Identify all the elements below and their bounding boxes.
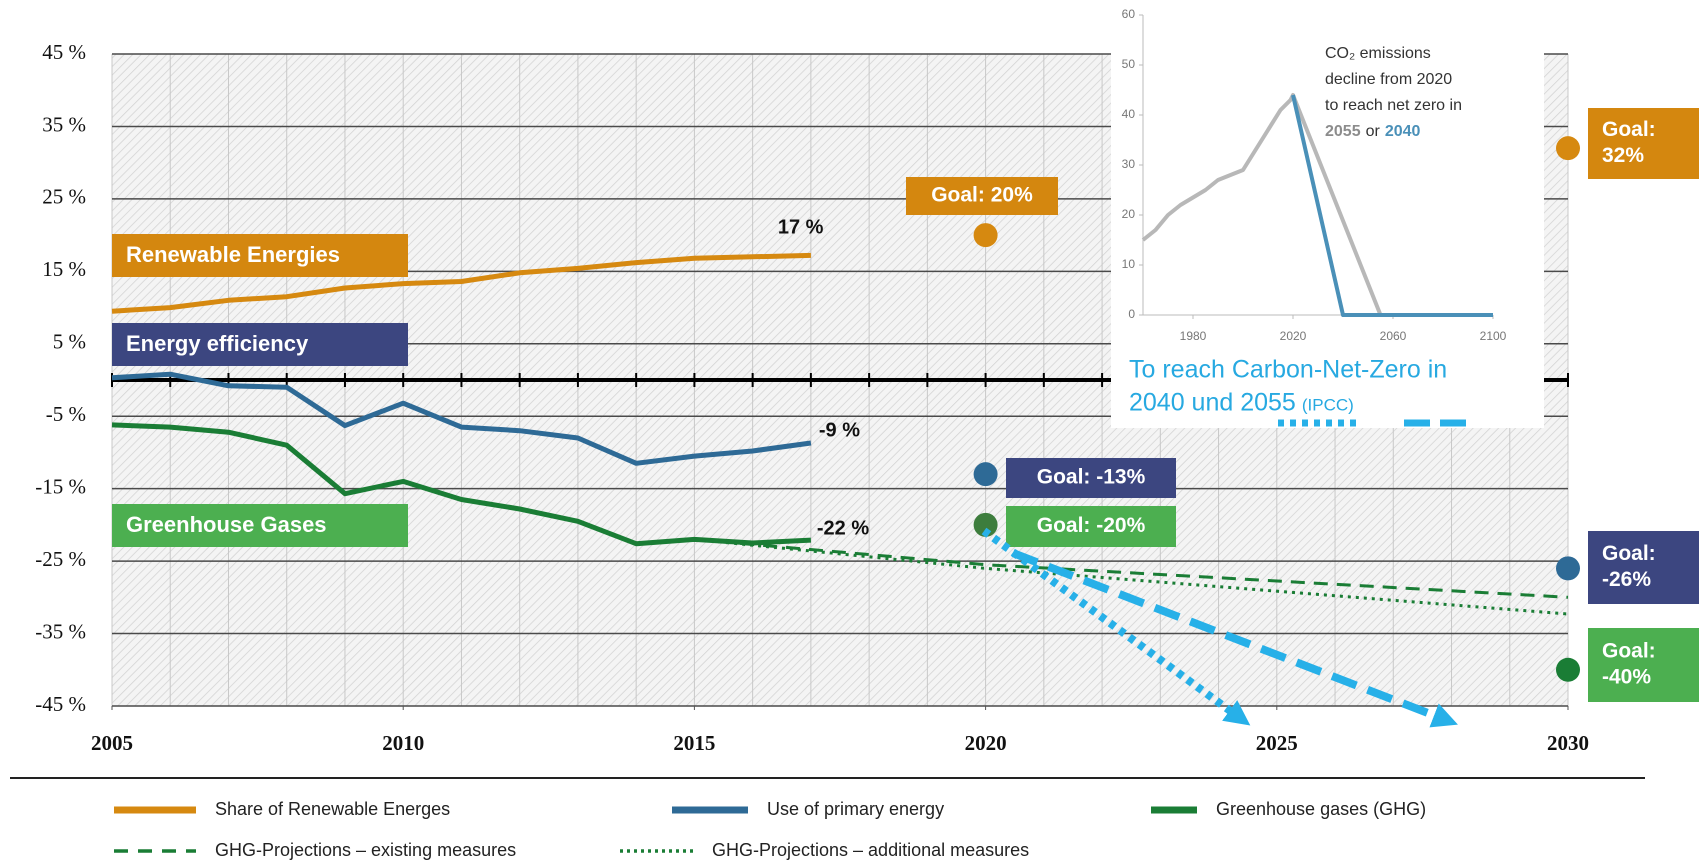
- inset-y-tick-label: 0: [1128, 307, 1135, 321]
- caption: Energy efficiency: [126, 331, 309, 356]
- goal-dot: [1556, 657, 1580, 682]
- goal-label: Goal:: [1602, 118, 1656, 141]
- y-tick-label: -15 %: [35, 474, 86, 498]
- x-tick-label: 2020: [965, 731, 1007, 755]
- inset-annotation-part: 2055: [1325, 123, 1361, 140]
- goal-label: -26%: [1602, 568, 1651, 591]
- goal-dot: [973, 223, 998, 248]
- x-tick-label: 2030: [1547, 731, 1589, 755]
- net-zero-annotation: To reach Carbon-Net-Zero in: [1129, 356, 1447, 384]
- inset-chart: 0 10 20 30 40 50 60 1980 2020 2060 2100 CO₂ emissio…: [1111, 0, 1544, 428]
- data-label: 17 %: [778, 217, 824, 239]
- goal-label: 32%: [1602, 144, 1644, 167]
- series-line: [111, 371, 812, 466]
- series-line: [694, 537, 1569, 616]
- inset-background: [1111, 0, 1544, 428]
- x-tick-label: 2005: [91, 731, 133, 755]
- legend: Share of Renewable Energes Use of primary…: [10, 777, 1645, 860]
- inset-y-tick-label: 10: [1122, 257, 1136, 271]
- y-tick-label: 45 %: [42, 40, 86, 64]
- legend-label: Use of primary energy: [767, 799, 944, 819]
- y-tick-label: 5 %: [53, 330, 86, 354]
- y-tick-label: 25 %: [42, 185, 86, 209]
- inset-x-tick-label: 2020: [1280, 329, 1307, 343]
- inset-y-tick-label: 40: [1122, 107, 1136, 121]
- net-zero-annotation: 2040 und 2055: [1129, 389, 1296, 417]
- inset-y-tick-label: 50: [1122, 57, 1136, 71]
- goal-box: [1588, 628, 1699, 702]
- legend-label: GHG-Projections – additional measures: [712, 840, 1029, 860]
- y-tick-label: -35 %: [35, 619, 86, 643]
- y-tick-label: -45 %: [35, 692, 86, 716]
- goal-box: [1588, 108, 1699, 179]
- inset-annotation-part: or: [1366, 123, 1381, 140]
- net-zero-arrows: [981, 527, 1458, 728]
- inset-x-tick-label: 2060: [1380, 329, 1407, 343]
- goal-dot: [973, 512, 998, 537]
- goal-label: Goal: 20%: [931, 184, 1033, 207]
- goal-box: [1588, 531, 1699, 604]
- goal-box: [906, 177, 1058, 215]
- goal-box: [1006, 506, 1176, 547]
- caption-box: [112, 323, 408, 366]
- inset-x-tick-label: 1980: [1180, 329, 1207, 343]
- inset-x-tick-label: 2100: [1480, 329, 1507, 343]
- series-line: [111, 252, 811, 314]
- inset-y-tick-label: 20: [1122, 207, 1136, 221]
- caption-box: [112, 234, 408, 277]
- inset-annotation: decline from 2020: [1325, 71, 1452, 88]
- caption: Renewable Energies: [126, 242, 340, 267]
- legend-label: Share of Renewable Energes: [215, 799, 450, 819]
- legend-label: Greenhouse gases (GHG): [1216, 799, 1426, 819]
- data-label: -9 %: [819, 419, 860, 441]
- inset-annotation: 2055 or 2040: [1325, 123, 1421, 140]
- goal-label: -40%: [1602, 666, 1651, 689]
- y-tick-label: 35 %: [42, 112, 86, 136]
- goal-dot: [1556, 136, 1580, 161]
- x-tick-label: 2025: [1256, 731, 1298, 755]
- inset-annotation-part: 2040: [1385, 123, 1421, 140]
- goal-dot: [973, 462, 998, 487]
- data-label: -22 %: [817, 517, 869, 539]
- y-tick-label: 15 %: [42, 257, 86, 281]
- goal-dot: [1556, 556, 1580, 581]
- inset-annotation: CO₂ emissions: [1325, 45, 1431, 62]
- goal-label: Goal:: [1602, 542, 1656, 565]
- inset-y-tick-label: 30: [1122, 157, 1136, 171]
- x-tick-label: 2015: [673, 731, 715, 755]
- y-tick-label: -5 %: [46, 402, 86, 426]
- goal-box: [1006, 458, 1176, 498]
- arrow: [1011, 549, 1458, 728]
- goal-label: Goal: -20%: [1037, 514, 1146, 537]
- inset-annotation: to reach net zero in: [1325, 97, 1462, 114]
- y-tick-label: -25 %: [35, 547, 86, 571]
- inset-y-tick-label: 60: [1122, 7, 1136, 21]
- legend-label: GHG-Projections – existing measures: [215, 840, 516, 860]
- goal-label: Goal: -13%: [1037, 466, 1146, 489]
- caption: Greenhouse Gases: [126, 512, 327, 537]
- net-zero-note: (IPCC): [1302, 395, 1354, 414]
- caption-box: [112, 504, 408, 547]
- goal-label: Goal:: [1602, 640, 1656, 663]
- x-tick-label: 2010: [382, 731, 424, 755]
- inset-line: [1291, 94, 1493, 317]
